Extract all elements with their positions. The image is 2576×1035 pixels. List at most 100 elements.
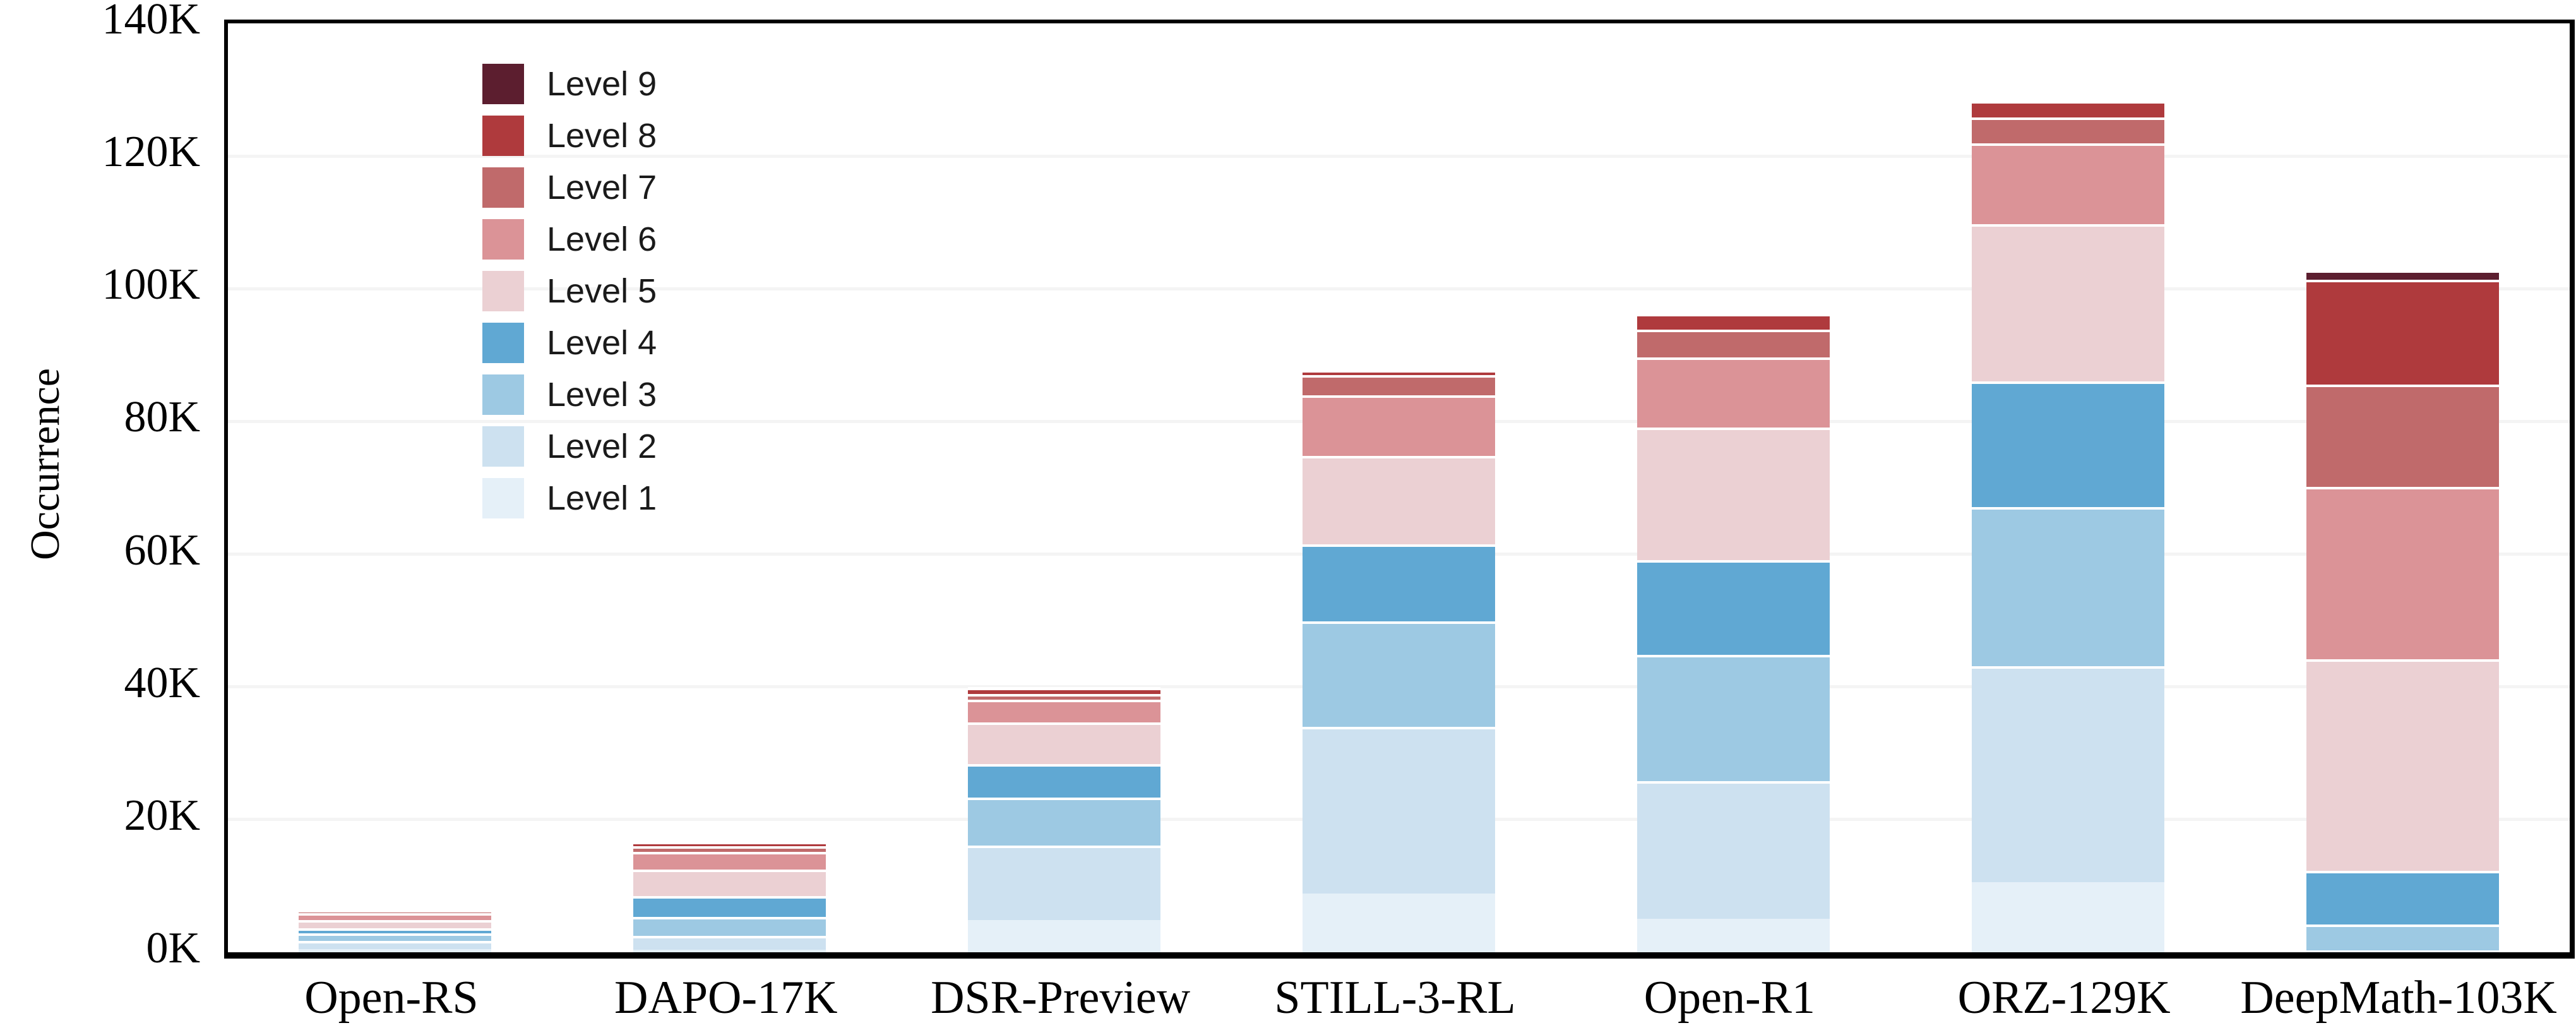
bar-segment-level-2 xyxy=(1303,726,1495,894)
y-tick-label-100K: 100K xyxy=(102,260,200,309)
bar-segment-level-9 xyxy=(2306,270,2499,280)
legend-swatch-icon xyxy=(482,478,524,518)
legend-label: Level 9 xyxy=(547,65,657,103)
bar-segment-level-6 xyxy=(633,851,826,870)
bar-segment-level-6 xyxy=(1972,143,2164,225)
legend-swatch-icon xyxy=(482,374,524,415)
legend-row-level-7: Level 7 xyxy=(482,167,657,208)
bar-still-3-rl xyxy=(1303,368,1495,952)
bar-segment-level-7 xyxy=(1972,117,2164,144)
bar-segment-level-5 xyxy=(1637,428,1830,560)
bar-segment-level-2 xyxy=(1637,781,1830,919)
bar-segment-level-1 xyxy=(1637,918,1830,952)
legend: Level 9 Level 8 Level 7 Level 6 Level 5 Level… xyxy=(482,64,657,530)
x-tick-label-dsr-preview: DSR-Preview xyxy=(931,972,1191,1024)
bar-segment-level-4 xyxy=(299,928,491,933)
bar-segment-level-3 xyxy=(1637,654,1830,782)
legend-label: Level 2 xyxy=(547,428,657,465)
bar-segment-level-7 xyxy=(2306,384,2499,488)
bar-segment-level-4 xyxy=(968,764,1160,798)
x-tick-label-open-rs: Open-RS xyxy=(304,972,479,1024)
legend-swatch-icon xyxy=(482,167,524,208)
y-tick-label-140K: 140K xyxy=(102,0,200,44)
bar-dsr-preview xyxy=(968,686,1160,952)
bar-segment-level-9 xyxy=(1972,98,2164,101)
bar-segment-level-2 xyxy=(968,846,1160,921)
legend-label: Level 1 xyxy=(547,479,657,517)
bar-segment-level-2 xyxy=(633,935,826,950)
bar-segment-level-5 xyxy=(968,722,1160,765)
bar-segment-level-3 xyxy=(1972,507,2164,667)
bar-segment-level-5 xyxy=(1972,224,2164,382)
bar-segment-level-2 xyxy=(1972,666,2164,882)
y-tick-label-80K: 80K xyxy=(124,393,200,442)
bar-segment-level-4 xyxy=(1303,544,1495,621)
bar-segment-level-7 xyxy=(1637,329,1830,358)
bar-segment-level-7 xyxy=(1303,374,1495,396)
x-tick-label-orz-129k: ORZ-129K xyxy=(1957,972,2171,1024)
legend-row-level-5: Level 5 xyxy=(482,271,657,311)
legend-row-level-6: Level 6 xyxy=(482,219,657,260)
legend-swatch-icon xyxy=(482,219,524,260)
bar-segment-level-1 xyxy=(968,920,1160,952)
bar-segment-level-8 xyxy=(1972,100,2164,118)
legend-row-level-1: Level 1 xyxy=(482,478,657,518)
legend-label: Level 7 xyxy=(547,169,657,206)
bar-segment-level-5 xyxy=(1303,456,1495,544)
bar-segment-level-5 xyxy=(299,920,491,928)
bar-open-rs xyxy=(299,907,491,952)
legend-swatch-icon xyxy=(482,271,524,311)
bar-orz-129k xyxy=(1972,98,2164,952)
bar-segment-level-3 xyxy=(633,916,826,936)
bar-segment-level-5 xyxy=(2306,659,2499,871)
legend-label: Level 6 xyxy=(547,220,657,258)
bar-segment-level-4 xyxy=(1637,559,1830,655)
legend-label: Level 5 xyxy=(547,272,657,310)
legend-row-level-3: Level 3 xyxy=(482,374,657,415)
legend-row-level-2: Level 2 xyxy=(482,426,657,467)
bar-segment-level-4 xyxy=(1972,381,2164,507)
bar-segment-level-2 xyxy=(299,940,491,949)
legend-row-level-9: Level 9 xyxy=(482,64,657,104)
x-tick-label-open-r1: Open-R1 xyxy=(1643,972,1815,1024)
bar-segment-level-3 xyxy=(968,797,1160,846)
bar-segment-level-9 xyxy=(1637,311,1830,314)
bar-segment-level-1 xyxy=(633,950,826,952)
x-tick-label-deepmath-103k: DeepMath-103K xyxy=(2240,972,2557,1024)
bar-deepmath-103k xyxy=(2306,270,2499,952)
bar-segment-level-8 xyxy=(633,841,826,847)
bar-segment-level-7 xyxy=(299,909,491,914)
x-tick-label-still-3-rl: STILL-3-RL xyxy=(1274,972,1516,1024)
bar-segment-level-2 xyxy=(2306,950,2499,952)
legend-swatch-icon xyxy=(482,323,524,363)
bar-segment-level-6 xyxy=(2306,487,2499,659)
y-tick-label-40K: 40K xyxy=(124,658,200,707)
bar-segment-level-9 xyxy=(968,686,1160,688)
gridline-100K xyxy=(228,287,2570,290)
bar-segment-level-8 xyxy=(968,688,1160,694)
bar-segment-level-5 xyxy=(633,870,826,896)
x-tick-label-dapo-17k: DAPO-17K xyxy=(614,972,838,1024)
bar-segment-level-8 xyxy=(299,907,491,910)
bar-segment-level-6 xyxy=(1637,357,1830,428)
y-tick-label-60K: 60K xyxy=(124,525,200,575)
legend-swatch-icon xyxy=(482,116,524,156)
bar-segment-level-3 xyxy=(1303,621,1495,727)
bar-dapo-17k xyxy=(633,841,826,952)
bar-segment-level-8 xyxy=(1303,369,1495,375)
bar-open-r1 xyxy=(1637,311,1830,952)
bar-segment-level-7 xyxy=(633,846,826,852)
legend-label: Level 8 xyxy=(547,117,657,155)
bar-segment-level-4 xyxy=(633,895,826,917)
bar-segment-level-4 xyxy=(2306,870,2499,924)
gridline-120K xyxy=(228,154,2570,158)
bar-segment-level-8 xyxy=(2306,279,2499,385)
bar-segment-level-6 xyxy=(968,700,1160,722)
bar-segment-level-1 xyxy=(1972,882,2164,952)
plot-area: Level 9 Level 8 Level 7 Level 6 Level 5 Level… xyxy=(224,20,2575,959)
legend-row-level-4: Level 4 xyxy=(482,323,657,363)
bar-segment-level-6 xyxy=(299,913,491,921)
bar-segment-level-6 xyxy=(1303,395,1495,457)
legend-row-level-8: Level 8 xyxy=(482,116,657,156)
